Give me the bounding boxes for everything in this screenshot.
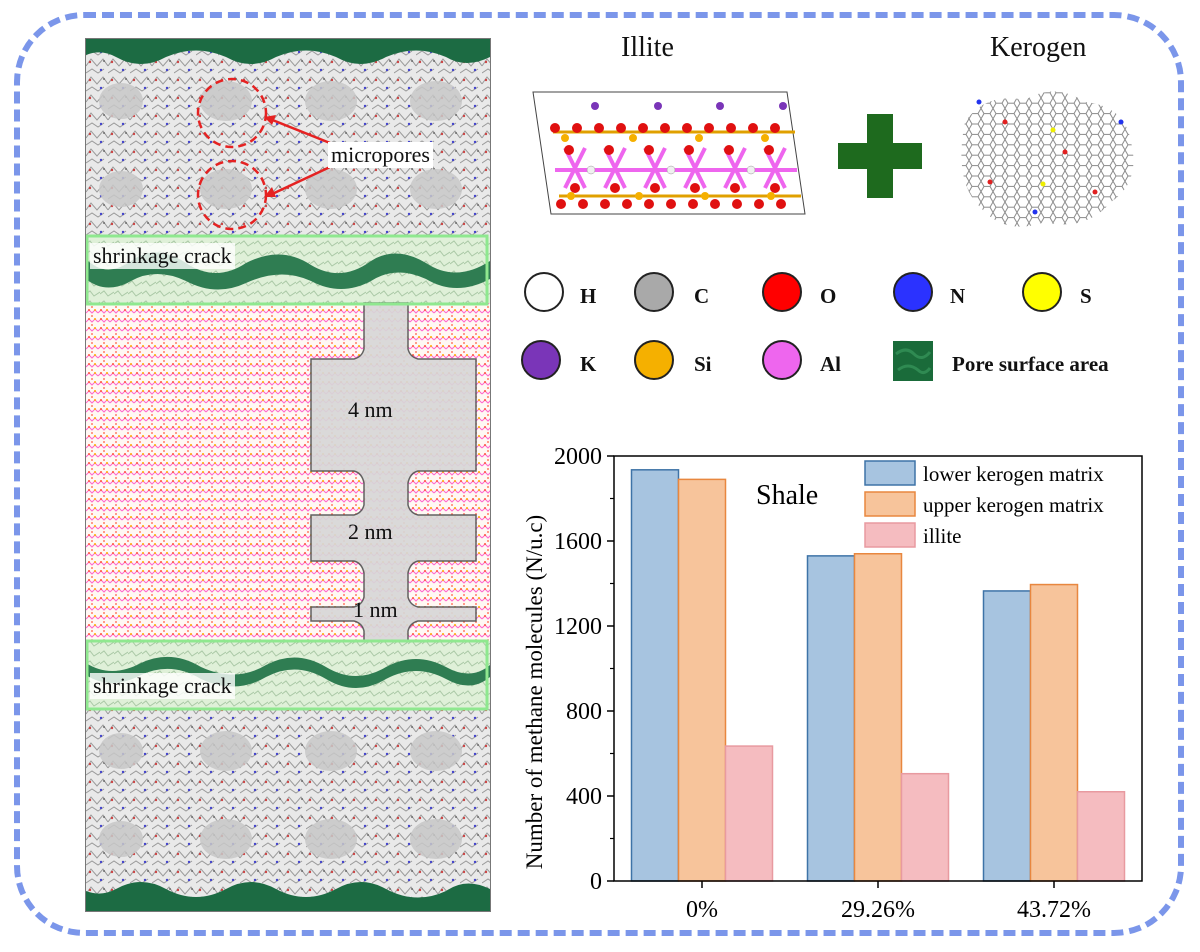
atom-o-icon (762, 272, 802, 312)
legend-label-3: illite (923, 524, 962, 548)
bar-2-3 (1029, 583, 1079, 882)
kerogen-structure (961, 91, 1134, 227)
atom-si-label: Si (694, 352, 712, 376)
simulation-snapshot: micropores shrinkage crack shrinkage cra… (85, 38, 491, 912)
x-tick-label: 29.26% (841, 897, 915, 923)
atom-n-icon (893, 272, 933, 312)
legend-swatch-1 (864, 460, 916, 486)
crack-box-lower (86, 639, 489, 711)
illite-title: Illite (621, 32, 674, 63)
pore-label-2nm: 2 nm (348, 519, 393, 544)
methane-bar-chart: 0% 29.26% 43.72% 0 400 800 1200 1600 2000 lower … (522, 444, 1143, 923)
legend-label-2: upper kerogen matrix (923, 493, 1104, 517)
x-tick-label: 0% (686, 897, 718, 923)
crack-label-lower: shrinkage crack (90, 673, 235, 699)
micropore-circle-1 (196, 77, 268, 149)
atom-s-icon (1022, 272, 1062, 312)
atom-al-icon (762, 340, 802, 380)
x-tick-label: 43.72% (1017, 897, 1091, 923)
atom-n-label: N (950, 284, 966, 308)
atom-h-label: H (580, 284, 597, 308)
arrow-2 (269, 165, 331, 197)
atom-o-label: O (820, 284, 837, 308)
bar-3-3 (1076, 791, 1126, 882)
bar-2-2 (853, 553, 903, 882)
crack-box-upper (86, 234, 489, 306)
bar-3-2 (900, 772, 950, 882)
bar-1-2 (806, 555, 856, 882)
legend-label-1: lower kerogen matrix (923, 462, 1104, 486)
bar-3-1 (724, 745, 774, 882)
illite-structure (532, 91, 806, 215)
atom-s-label: S (1080, 284, 1092, 308)
micropores-label: micropores (328, 142, 433, 168)
atom-si-icon (634, 340, 674, 380)
legend-swatch-2 (864, 491, 916, 517)
atom-al-label: Al (820, 352, 841, 376)
simulation-image (86, 39, 490, 911)
y-tick-label: 0 (590, 869, 602, 895)
bar-1-1 (630, 469, 680, 882)
pore-label-1nm: 1 nm (353, 597, 398, 622)
y-tick-label: 800 (566, 699, 602, 725)
y-tick-label: 400 (566, 784, 602, 810)
chart-legend: lower kerogen matrix upper kerogen matrix… (864, 460, 1104, 548)
atom-c-icon (634, 272, 674, 312)
plus-icon (838, 114, 922, 198)
atom-h-icon (524, 272, 564, 312)
kerogen-title: Kerogen (990, 32, 1087, 63)
y-axis-label: Number of methane molecules (N/u.c) (522, 515, 547, 869)
bar-2-1 (677, 478, 727, 882)
atom-k-label: K (580, 352, 597, 376)
bars-group (630, 469, 1126, 882)
y-tick-label: 2000 (554, 444, 602, 470)
pore-surface-label: Pore surface area (952, 352, 1109, 376)
pore-label-4nm: 4 nm (348, 397, 393, 422)
pore-surface-swatch-icon (893, 341, 933, 381)
y-tick-label: 1600 (554, 529, 602, 555)
atom-c-label: C (694, 284, 710, 308)
legend-swatch-3 (864, 522, 916, 548)
atom-k-icon (521, 340, 561, 380)
ticks-group: 0% 29.26% 43.72% 0 400 800 1200 1600 2000 (554, 444, 1091, 923)
chart-annotation: Shale (756, 480, 818, 511)
arrow-1 (269, 117, 331, 145)
y-tick-label: 1200 (554, 614, 602, 640)
bar-1-3 (982, 590, 1032, 882)
crack-label-upper: shrinkage crack (90, 243, 235, 269)
dashed-frame (14, 12, 1184, 936)
